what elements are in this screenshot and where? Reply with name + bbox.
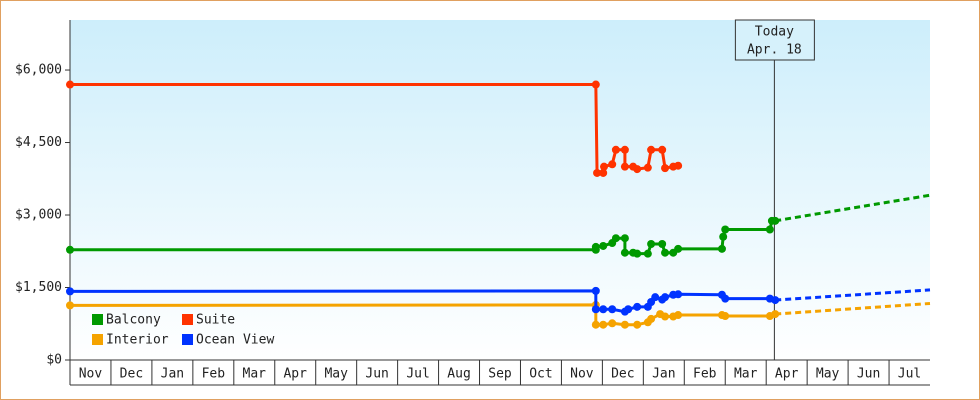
y-tick-label: $4,500 xyxy=(15,135,62,150)
y-tick-label: $0 xyxy=(46,353,62,368)
legend-swatch xyxy=(92,334,103,345)
price-point xyxy=(591,80,600,89)
price-point xyxy=(674,311,683,320)
price-point xyxy=(633,302,642,311)
price-point xyxy=(599,241,608,250)
today-box xyxy=(734,19,815,61)
legend-swatch xyxy=(182,334,193,345)
legend-swatch xyxy=(182,314,193,325)
price-point xyxy=(66,245,74,254)
price-point xyxy=(717,244,726,253)
forecast-line xyxy=(774,193,931,223)
y-tick-label: $6,000 xyxy=(15,63,62,78)
price-point xyxy=(647,240,656,249)
x-tick-label: Jan xyxy=(161,367,184,382)
x-tick-label: Feb xyxy=(693,367,717,382)
price-point xyxy=(661,164,670,173)
price-point xyxy=(608,319,617,328)
x-tick-label: Oct xyxy=(529,367,552,382)
price-point xyxy=(633,165,642,174)
price-point xyxy=(599,305,608,314)
price-point xyxy=(66,80,74,89)
x-tick-label: Sep xyxy=(488,367,512,382)
price-point xyxy=(591,242,600,251)
x-tick-label: Jul xyxy=(898,367,921,382)
price-point xyxy=(661,248,670,257)
price-point xyxy=(765,225,774,234)
price-point xyxy=(611,145,620,154)
legend-label: Suite xyxy=(196,313,235,328)
today-label: Apr. 18 xyxy=(747,43,802,58)
price-point xyxy=(620,145,629,154)
price-point xyxy=(591,305,600,314)
price-point xyxy=(674,290,683,299)
price-point xyxy=(599,168,608,177)
forecast-line xyxy=(775,301,931,316)
price-point xyxy=(600,162,609,171)
price-point xyxy=(721,312,730,321)
today-label: Today xyxy=(755,25,794,40)
x-tick-label: Dec xyxy=(611,367,634,382)
x-tick-label: Aug xyxy=(447,367,470,382)
price-point xyxy=(721,294,730,303)
y-tick-label: $1,500 xyxy=(15,280,62,295)
legend-label: Interior xyxy=(106,333,169,348)
price-point xyxy=(633,249,642,258)
x-tick-label: Jul xyxy=(406,367,429,382)
x-tick-label: Jun xyxy=(365,367,388,382)
x-tick-label: Nov xyxy=(570,367,594,382)
x-tick-label: Apr xyxy=(283,367,307,382)
price-point xyxy=(658,145,667,154)
price-point xyxy=(658,240,667,249)
price-point xyxy=(643,163,652,172)
price-point xyxy=(647,314,656,323)
price-point xyxy=(661,293,670,302)
price-point xyxy=(620,320,629,329)
price-point xyxy=(633,320,642,329)
price-point xyxy=(643,249,652,258)
x-tick-label: Mar xyxy=(243,367,267,382)
price-point xyxy=(651,293,660,302)
price-point xyxy=(771,216,780,225)
price-point xyxy=(593,168,602,177)
x-tick-label: Nov xyxy=(79,367,103,382)
x-tick-label: May xyxy=(816,367,840,382)
price-point xyxy=(599,320,608,329)
x-tick-label: Dec xyxy=(120,367,143,382)
x-tick-label: Jan xyxy=(652,367,675,382)
plot-area xyxy=(70,20,930,360)
price-point xyxy=(608,305,617,314)
x-tick-label: Apr xyxy=(775,367,799,382)
price-point xyxy=(608,160,617,169)
y-tick-label: $3,000 xyxy=(15,208,62,223)
x-tick-label: Mar xyxy=(734,367,758,382)
price-point xyxy=(591,286,600,295)
legend-swatch xyxy=(92,314,103,325)
price-point xyxy=(721,225,730,234)
x-tick-label: Jun xyxy=(857,367,880,382)
price-point xyxy=(620,234,629,243)
price-point xyxy=(719,232,728,241)
price-point xyxy=(661,312,670,321)
price-point xyxy=(66,301,74,310)
price-point xyxy=(674,161,683,170)
legend-label: Balcony xyxy=(106,313,161,328)
price-point xyxy=(624,305,633,314)
x-tick-label: Feb xyxy=(202,367,226,382)
price-point xyxy=(620,248,629,257)
price-point xyxy=(66,287,74,296)
price-point xyxy=(771,310,780,319)
price-point xyxy=(674,244,683,253)
price-point xyxy=(620,162,629,171)
x-tick-label: May xyxy=(324,367,348,382)
price-point xyxy=(771,296,780,305)
price-point xyxy=(611,234,620,243)
price-point xyxy=(591,320,600,329)
legend-label: Ocean View xyxy=(196,333,274,348)
price-point xyxy=(647,145,656,154)
forecast-line xyxy=(775,288,931,302)
